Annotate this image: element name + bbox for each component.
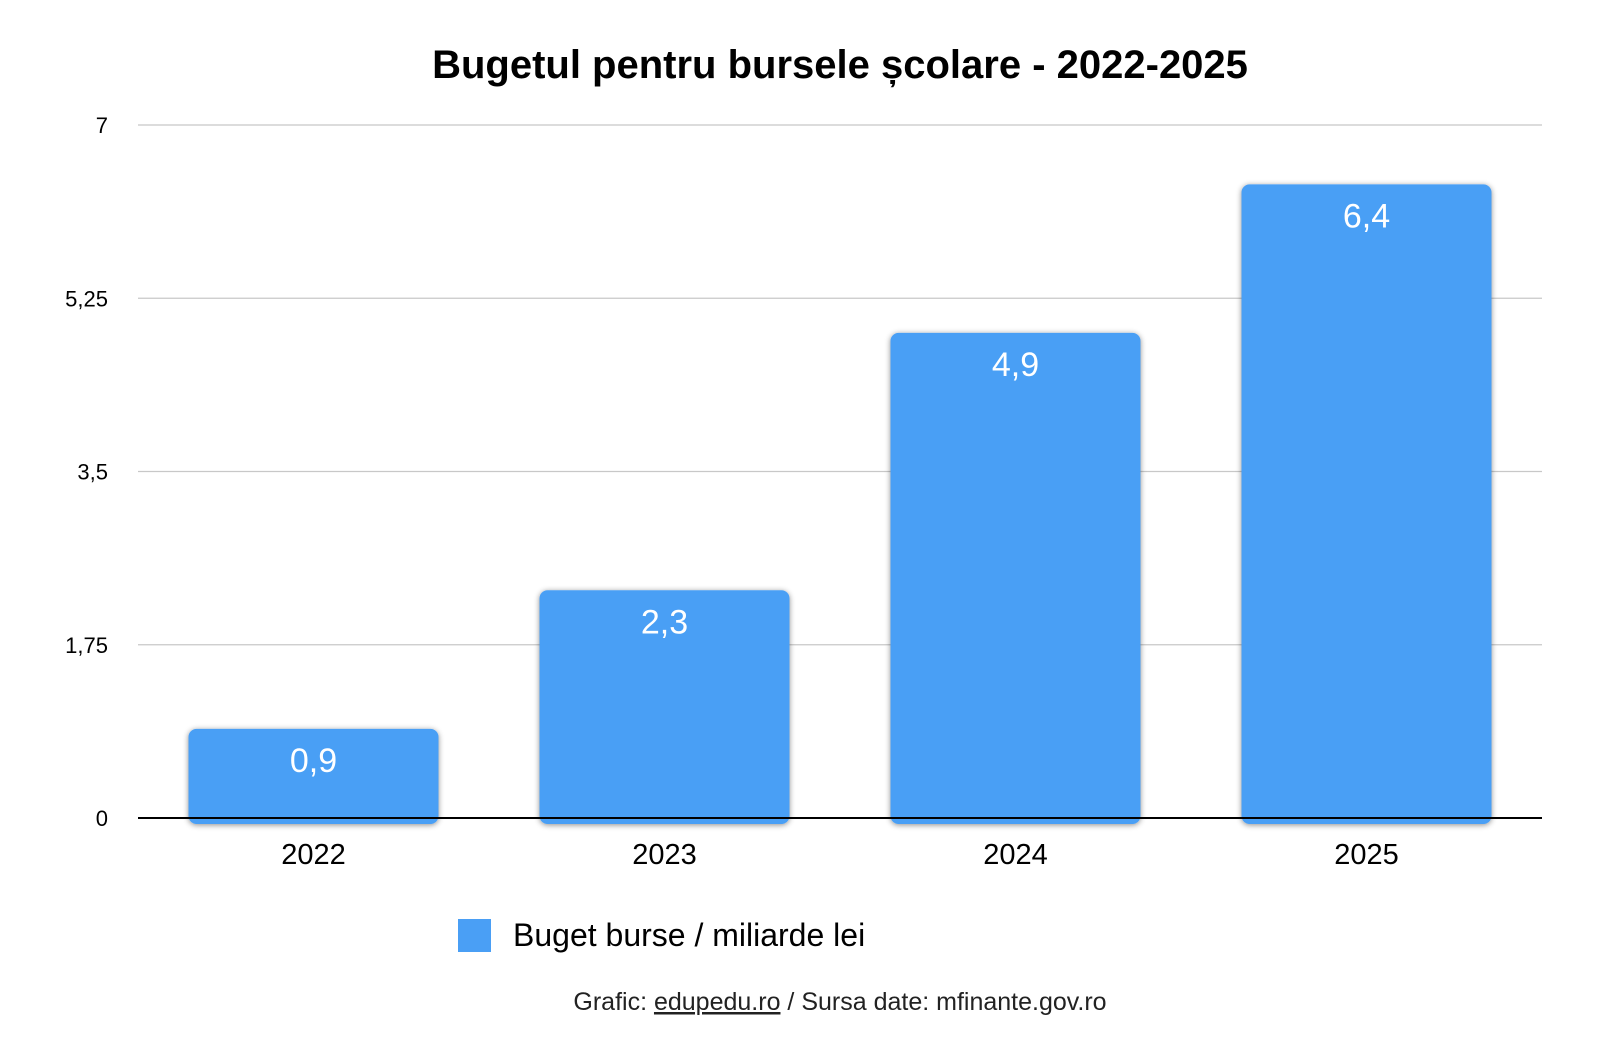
legend-swatch [458, 919, 491, 952]
x-tick-label: 2022 [281, 839, 346, 871]
x-tick-label: 2023 [632, 839, 697, 871]
bars: 0,9 2,3 4,9 6,4 [188, 184, 1492, 824]
y-tick-label: 0 [96, 806, 108, 831]
x-axis-ticks: 2022 2023 2024 2025 [281, 839, 1399, 871]
y-tick-label: 5,25 [65, 286, 108, 311]
y-tick-label: 3,5 [77, 460, 108, 485]
bar-value-label: 4,9 [992, 346, 1039, 384]
footer-prefix: Grafic: [573, 988, 654, 1016]
bar [890, 332, 1141, 824]
bar [1241, 184, 1492, 824]
y-tick-label: 7 [96, 113, 108, 138]
x-tick-label: 2024 [983, 839, 1048, 871]
bar [188, 728, 439, 824]
bar-value-label: 0,9 [290, 742, 337, 780]
footer-suffix: / Sursa date: mfinante.gov.ro [780, 988, 1106, 1016]
chart-title: Bugetul pentru bursele școlare - 2022-20… [432, 43, 1248, 87]
bar [539, 590, 790, 824]
bar-value-label: 6,4 [1343, 197, 1390, 235]
legend-label: Buget burse / miliarde lei [513, 917, 865, 953]
x-tick-label: 2025 [1334, 839, 1399, 871]
footer-credit: Grafic: edupedu.ro / Sursa date: mfinant… [573, 988, 1106, 1016]
bar-value-label: 2,3 [641, 603, 688, 641]
y-axis-ticks: 0 1,75 3,5 5,25 7 [65, 113, 108, 831]
y-tick-label: 1,75 [65, 633, 108, 658]
footer-link[interactable]: edupedu.ro [654, 988, 781, 1016]
legend: Buget burse / miliarde lei [458, 917, 865, 953]
